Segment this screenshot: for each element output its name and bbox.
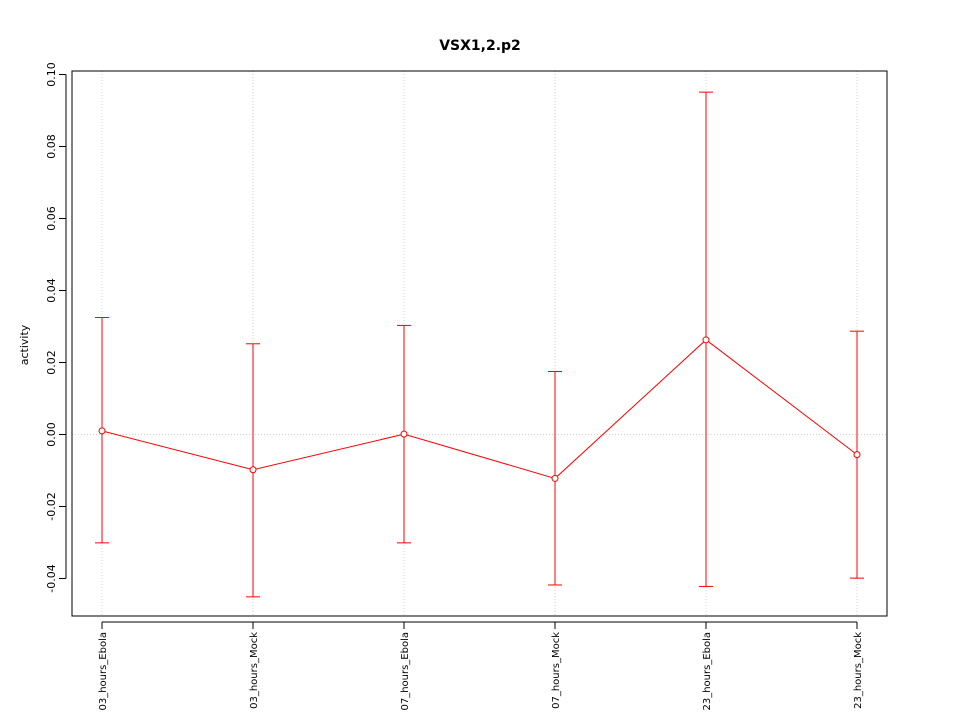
x-tick-label: 07_hours_Ebola bbox=[400, 632, 411, 711]
plot-frame bbox=[71, 70, 888, 617]
x-tick-label: 07_hours_Mock bbox=[551, 632, 562, 709]
data-point bbox=[249, 466, 257, 474]
y-tick-label: 0.08 bbox=[45, 134, 58, 159]
data-point bbox=[551, 474, 559, 482]
y-tick-label: -0.04 bbox=[45, 564, 58, 592]
y-tick-label: 0.10 bbox=[45, 62, 58, 87]
series-layer bbox=[95, 91, 864, 598]
data-point bbox=[853, 451, 861, 459]
y-axis-label: activity bbox=[18, 324, 31, 365]
x-tick-label: 03_hours_Ebola bbox=[98, 632, 109, 711]
data-point bbox=[702, 336, 710, 344]
series-line bbox=[101, 339, 858, 479]
axis-layer: -0.04 -0.02 0.00 0.02 0.04 0.06 0.08 0.10 03_hou… bbox=[45, 62, 864, 710]
y-tick-label: 0.02 bbox=[45, 350, 58, 375]
x-tick-label: 03_hours_Mock bbox=[249, 632, 260, 709]
y-tick-label: 0.04 bbox=[45, 278, 58, 303]
data-point bbox=[400, 430, 408, 438]
y-tick-label: -0.02 bbox=[45, 492, 58, 520]
y-tick-label: 0.06 bbox=[45, 206, 58, 231]
x-tick-label: 23_hours_Ebola bbox=[702, 632, 713, 711]
grid-layer bbox=[72, 71, 887, 616]
x-tick-label: 23_hours_Mock bbox=[853, 632, 864, 709]
chart-title: VSX1,2.p2 bbox=[439, 38, 521, 54]
y-tick-label: 0.00 bbox=[45, 422, 58, 447]
data-point bbox=[98, 427, 106, 435]
